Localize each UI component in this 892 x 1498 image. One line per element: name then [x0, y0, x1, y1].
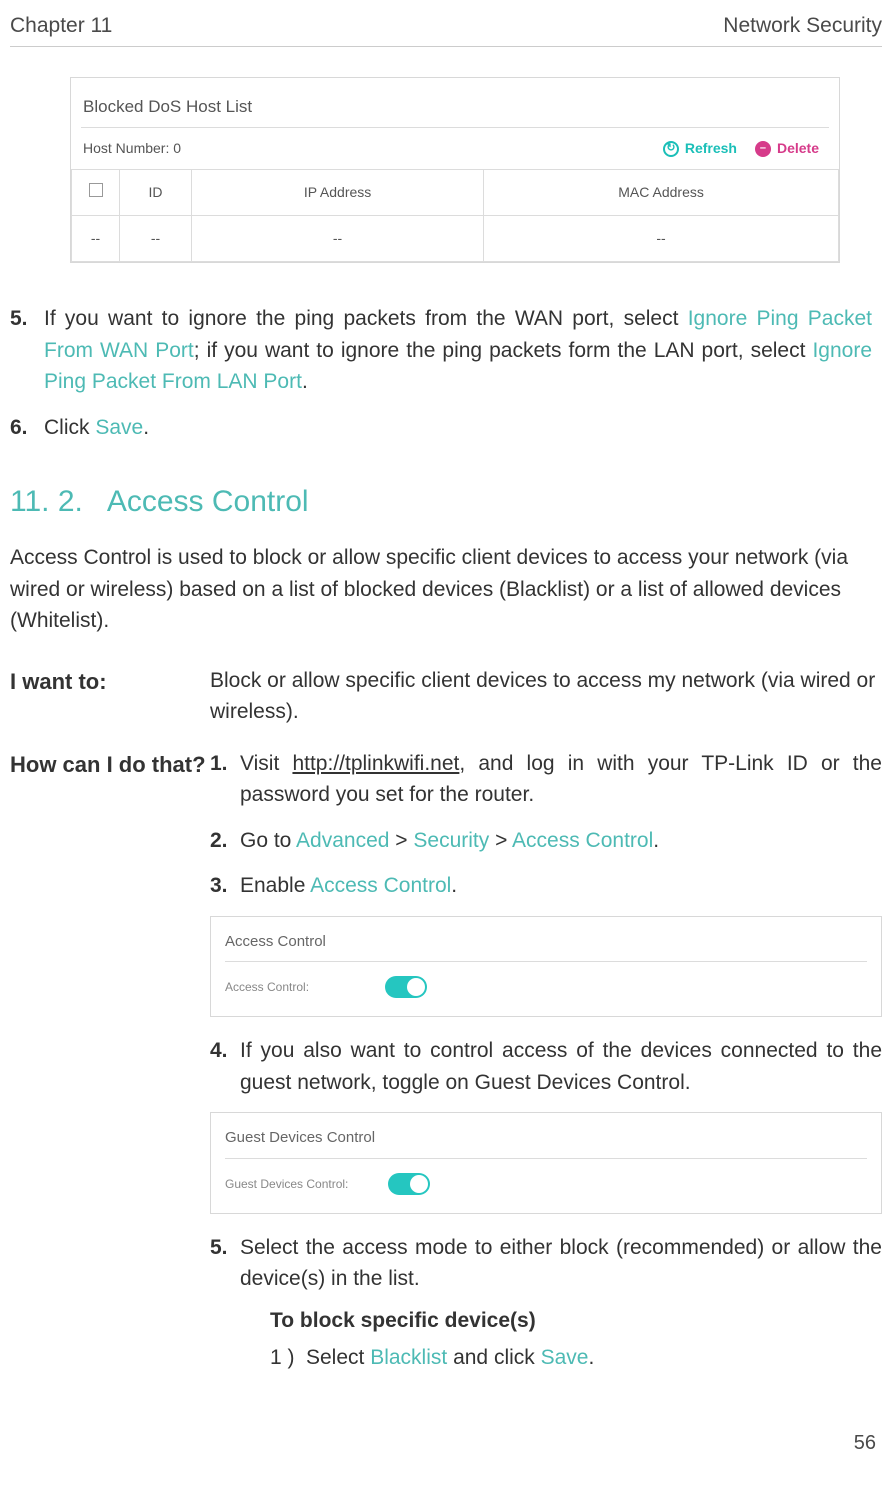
step-number: 1. [210, 748, 240, 811]
text: Visit [240, 752, 292, 775]
chapter-label: Chapter 11 [10, 10, 112, 42]
refresh-button[interactable]: ↻ Refresh [663, 138, 737, 159]
col-mac: MAC Address [484, 170, 839, 216]
ui-term: Save [95, 416, 143, 439]
step-text: Go to Advanced > Security > Access Contr… [240, 825, 882, 857]
step-text: If you want to ignore the ping packets f… [44, 303, 872, 398]
checkbox-icon [89, 183, 103, 197]
text: Enable [240, 874, 310, 897]
step-5: 5. If you want to ignore the ping packet… [10, 303, 872, 398]
ui-term: Advanced [296, 829, 389, 852]
how-step-2: 2. Go to Advanced > Security > Access Co… [210, 825, 882, 857]
step-number: 4. [210, 1035, 240, 1098]
table-row: -- -- -- -- [72, 216, 839, 262]
text: . [588, 1346, 594, 1369]
i-want-to-text: Block or allow specific client devices t… [210, 665, 882, 728]
text: . [143, 416, 149, 439]
dos-panel-title: Blocked DoS Host List [71, 78, 839, 128]
step-number: 2. [210, 825, 240, 857]
checkbox-header[interactable] [72, 170, 120, 216]
access-control-panel: Access Control Access Control: [210, 916, 882, 1018]
cell-mac: -- [484, 216, 839, 262]
text: If you want to ignore the ping packets f… [44, 307, 688, 330]
step-number: 3. [210, 870, 240, 902]
how-step-3: 3. Enable Access Control. [210, 870, 882, 902]
delete-label: Delete [777, 138, 819, 159]
dos-table: ID IP Address MAC Address -- -- -- -- [71, 169, 839, 262]
refresh-label: Refresh [685, 138, 737, 159]
text: Go to [240, 829, 296, 852]
guest-devices-toggle[interactable] [388, 1173, 430, 1195]
ui-term: Access Control [512, 829, 653, 852]
delete-icon: – [755, 141, 771, 157]
ui-term: Access Control [310, 874, 451, 897]
step-text: Click Save. [44, 412, 872, 444]
col-ip: IP Address [192, 170, 484, 216]
text: Select [306, 1346, 370, 1369]
how-label: How can I do that? [10, 748, 210, 1388]
toggle-knob-icon [407, 978, 425, 996]
how-step-5: 5. Select the access mode to either bloc… [210, 1232, 882, 1374]
section-number: 11. 2. [10, 485, 83, 518]
step-text: Visit http://tplinkwifi.net, and log in … [240, 748, 882, 811]
toggle-knob-icon [410, 1175, 428, 1193]
ui-term: Blacklist [370, 1346, 447, 1369]
text: . [653, 829, 659, 852]
dos-host-list-panel: Blocked DoS Host List Host Number: 0 ↻ R… [70, 77, 840, 264]
section-label: Network Security [723, 10, 882, 42]
step-text: If you also want to control access of th… [240, 1035, 882, 1098]
page-number: 56 [10, 1428, 882, 1458]
ui-term: Save [541, 1346, 589, 1369]
col-id: ID [120, 170, 192, 216]
section-intro: Access Control is used to block or allow… [10, 542, 882, 637]
panel-title: Access Control [225, 931, 867, 963]
how-step-1: 1. Visit http://tplinkwifi.net, and log … [210, 748, 882, 811]
text: . [451, 874, 457, 897]
text: > [489, 829, 512, 852]
text: Click [44, 416, 95, 439]
section-title: Access Control [107, 485, 309, 518]
cell-check: -- [72, 216, 120, 262]
text: > [389, 829, 413, 852]
step-number: 5. [210, 1232, 240, 1374]
i-want-to-label: I want to: [10, 665, 210, 728]
cell-id: -- [120, 216, 192, 262]
sub-heading: To block specific device(s) [270, 1305, 882, 1337]
table-header-row: ID IP Address MAC Address [72, 170, 839, 216]
toggle-label: Access Control: [225, 978, 345, 996]
text: ; if you want to ignore the ping packets… [194, 339, 813, 362]
page-header: Chapter 11 Network Security [10, 10, 882, 47]
step-number: 6. [10, 412, 44, 444]
panel-title: Guest Devices Control [225, 1127, 867, 1159]
step-number: 1 ) [270, 1342, 306, 1374]
text: and click [447, 1346, 540, 1369]
step-text: Enable Access Control. [240, 870, 882, 902]
cell-ip: -- [192, 216, 484, 262]
delete-button[interactable]: – Delete [755, 138, 819, 159]
sub-step-1: 1 ) Select Blacklist and click Save. [270, 1342, 882, 1374]
step-text: Select Blacklist and click Save. [306, 1342, 594, 1374]
guest-devices-panel: Guest Devices Control Guest Devices Cont… [210, 1112, 882, 1214]
refresh-icon: ↻ [663, 141, 679, 157]
step-6: 6. Click Save. [10, 412, 872, 444]
how-step-4: 4. If you also want to control access of… [210, 1035, 882, 1098]
step-number: 5. [10, 303, 44, 398]
step-text: Select the access mode to either block (… [240, 1236, 882, 1291]
section-heading: 11. 2. Access Control [10, 479, 882, 524]
toggle-label: Guest Devices Control: [225, 1175, 348, 1193]
text: . [302, 370, 308, 393]
router-url-link[interactable]: http://tplinkwifi.net [292, 752, 459, 775]
ui-term: Security [413, 829, 489, 852]
access-control-toggle[interactable] [385, 976, 427, 998]
host-number-label: Host Number: 0 [83, 138, 645, 159]
